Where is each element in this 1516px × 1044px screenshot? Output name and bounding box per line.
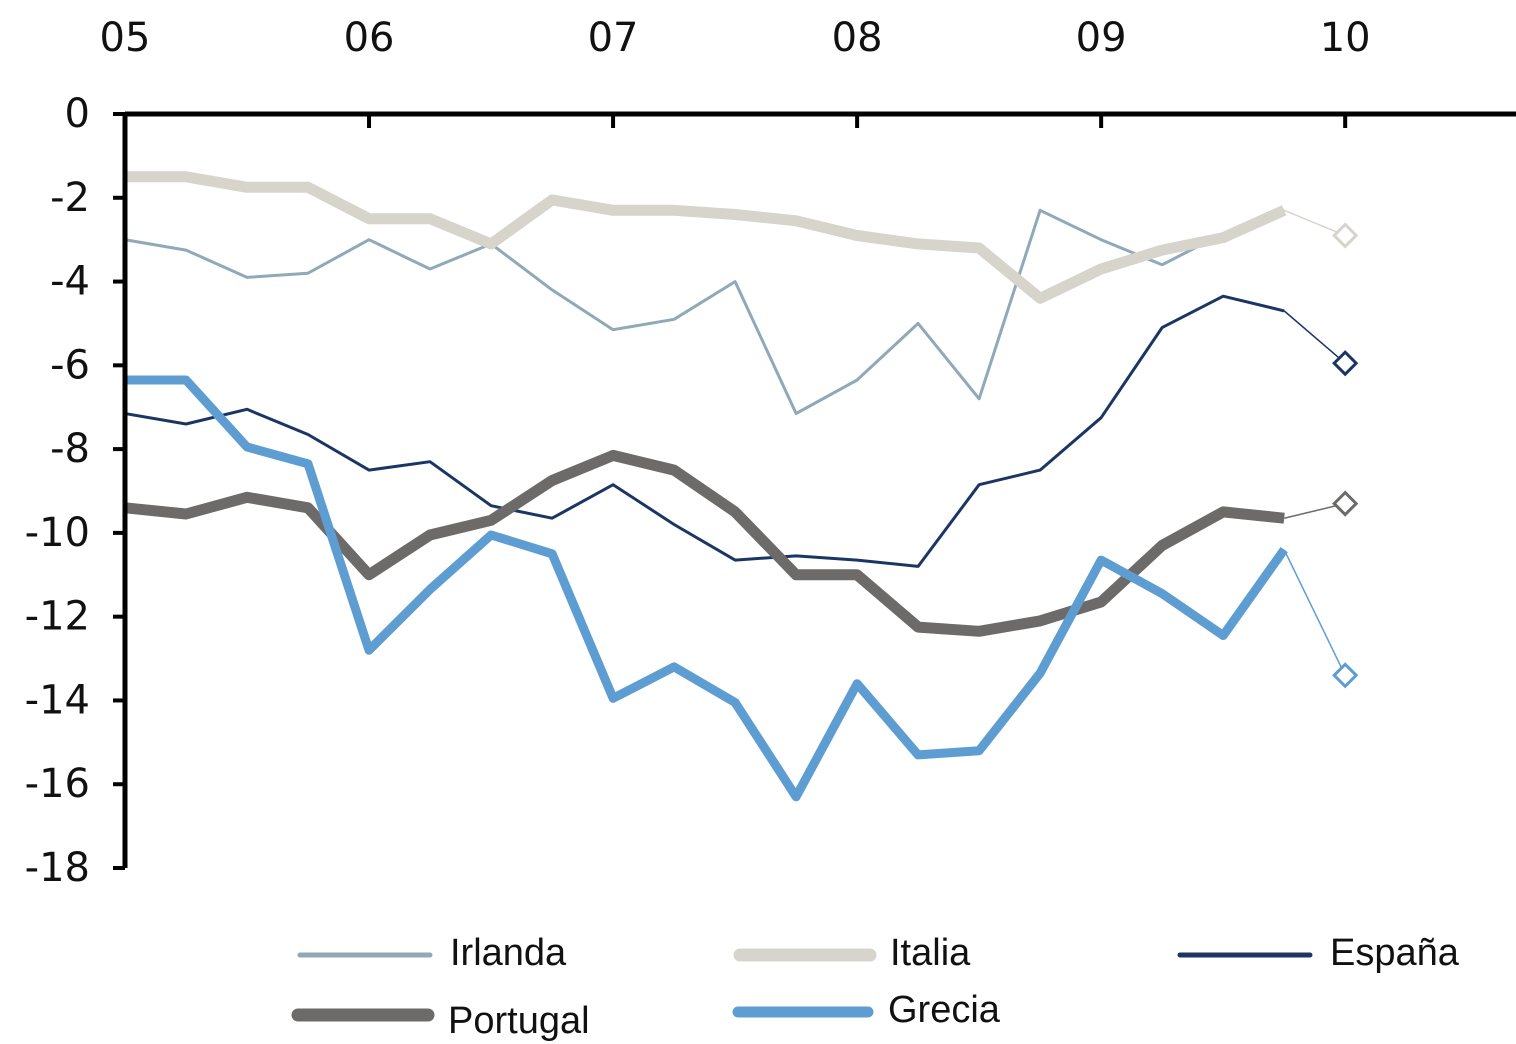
- forecast-marker: [1332, 350, 1359, 377]
- x-tick-label: 09: [1076, 15, 1127, 61]
- x-tick-label: 08: [832, 15, 883, 61]
- forecast-line: [1283, 310, 1346, 364]
- y-tick-label: -2: [50, 175, 90, 221]
- legend-label: España: [1330, 932, 1460, 974]
- y-tick-label: -12: [25, 594, 90, 640]
- y-tick-label: -10: [25, 510, 90, 556]
- y-tick-label: -16: [25, 761, 90, 807]
- series-line: [125, 171, 1287, 304]
- forecast-marker: [1332, 662, 1359, 689]
- y-tick-label: -8: [50, 426, 90, 472]
- series-line: [124, 208, 1285, 415]
- series-line: [124, 449, 1285, 637]
- forecast-marker: [1332, 222, 1359, 249]
- y-tick-label: -14: [25, 677, 90, 723]
- forecast-marker: [1332, 490, 1359, 517]
- forecast-line: [1283, 209, 1346, 237]
- y-tick-label: -18: [25, 845, 90, 891]
- forecast-line: [1283, 549, 1346, 676]
- x-tick-label: 10: [1320, 15, 1371, 61]
- x-tick-label: 05: [100, 15, 151, 61]
- y-tick-label: 0: [65, 91, 90, 137]
- legend-label: Portugal: [448, 1000, 590, 1042]
- x-tick-label: 07: [588, 15, 639, 61]
- series-line: [125, 375, 1288, 802]
- legend-label: Italia: [890, 932, 971, 974]
- y-tick-label: -6: [50, 342, 90, 388]
- y-tick-label: -4: [50, 259, 90, 305]
- x-tick-label: 06: [344, 15, 395, 61]
- legend-label: Irlanda: [450, 932, 567, 974]
- series-line: [124, 294, 1285, 568]
- legend-label: Grecia: [888, 989, 1001, 1031]
